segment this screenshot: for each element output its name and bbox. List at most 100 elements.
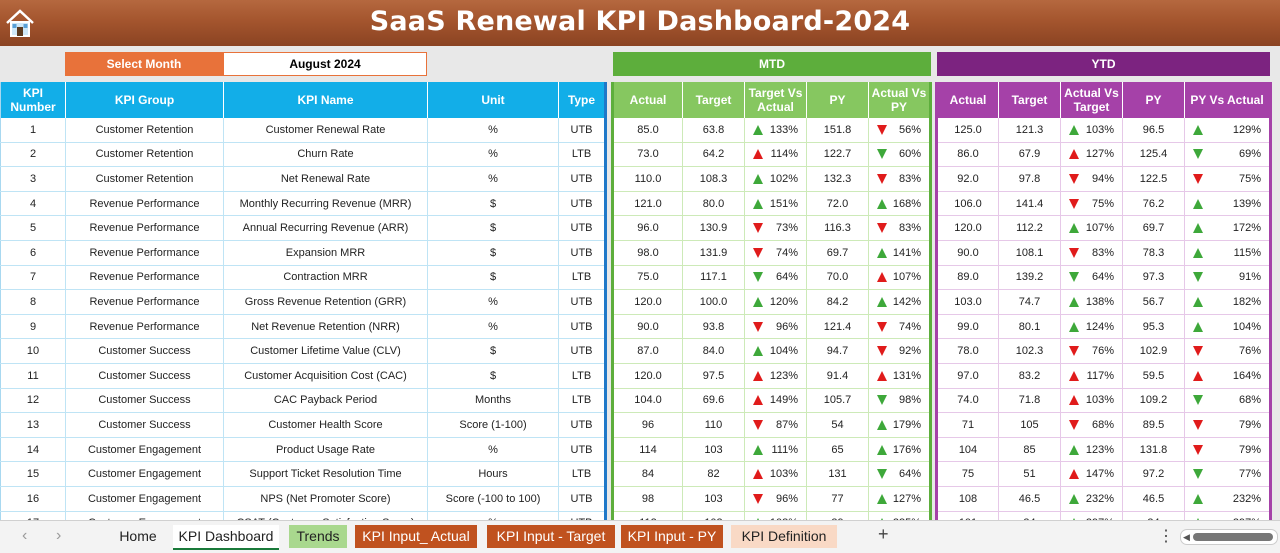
mtd-actual-cell: 73.0 (612, 142, 683, 168)
title-banner: SaaS Renewal KPI Dashboard-2024 (0, 0, 1280, 46)
mtd-actual-cell: 114 (612, 437, 683, 463)
kpi-group-cell: Customer Success (65, 412, 224, 438)
mtd-row: 120.0 97.5 123% 91.4 131% (612, 363, 931, 389)
arrow-up-icon (1193, 321, 1203, 332)
sheet-tab[interactable]: KPI Definition (731, 525, 837, 548)
kpi-group-cell: Customer Success (65, 363, 224, 389)
mtd-target-cell: 110 (682, 412, 745, 438)
mtd-target-cell: 100.0 (682, 289, 745, 315)
ytd-py-cell: 76.2 (1122, 191, 1185, 217)
table-row: 9 Revenue Performance Net Revenue Retentio… (0, 314, 606, 340)
indicator-wrapper: 114% (745, 143, 806, 166)
mtd-actual-vs-py-indicator-cell: 176% (868, 437, 931, 463)
chevron-right-icon[interactable]: › (56, 527, 62, 544)
ytd-py-cell: 46.5 (1122, 486, 1185, 512)
arrow-up-icon (1193, 247, 1203, 258)
indicator-wrapper: 96% (745, 315, 806, 338)
ytd-actual-cell: 108 (936, 486, 999, 512)
ytd-target-cell: 85 (998, 437, 1061, 463)
unit-cell: Months (427, 388, 559, 414)
indicator-wrapper: 56% (869, 118, 929, 141)
home-icon[interactable] (4, 8, 36, 38)
percent-value: 68% (1238, 394, 1261, 407)
indicator-wrapper: 139% (1185, 192, 1269, 215)
arrow-up-icon (1069, 469, 1079, 480)
mtd-target-vs-actual-indicator-cell: 120% (744, 289, 807, 315)
type-cell: LTB (558, 388, 606, 414)
kpi-name-cell: Net Renewal Rate (223, 166, 428, 192)
arrow-down-icon (877, 149, 887, 160)
indicator-wrapper: 179% (869, 413, 929, 436)
sheet-tab[interactable]: KPI Input - PY (621, 525, 723, 548)
ytd-row: 103.0 74.7 138% 56.7 182% (936, 289, 1271, 315)
kpi-group-cell: Revenue Performance (65, 215, 224, 241)
arrow-down-icon (877, 173, 887, 184)
unit-cell: $ (427, 338, 559, 364)
percent-value: 179% (892, 418, 921, 431)
mtd-py-cell: 91.4 (806, 363, 869, 389)
indicator-wrapper: 104% (745, 339, 806, 362)
mtd-py-cell: 72.0 (806, 191, 869, 217)
ytd-row: 120.0 112.2 107% 69.7 172% (936, 215, 1271, 241)
mtd-target-cell: 103 (682, 486, 745, 512)
percent-value: 103% (769, 468, 798, 481)
horizontal-scrollbar[interactable]: ◀ (1180, 529, 1278, 545)
arrow-up-icon (1193, 223, 1203, 234)
add-sheet-icon[interactable]: + (878, 524, 889, 544)
scroll-left-icon[interactable]: ◀ (1183, 532, 1190, 542)
ytd-actual-cell: 74.0 (936, 388, 999, 414)
unit-cell: $ (427, 240, 559, 266)
arrow-up-icon (1193, 493, 1203, 504)
mtd-py-cell: 116.3 (806, 215, 869, 241)
kpi-column-header: KPI Name (223, 82, 428, 118)
kpi-number-cell: 4 (0, 191, 66, 217)
sheet-tab[interactable]: KPI Dashboard (173, 525, 279, 550)
more-options-icon[interactable]: ⋮ (1158, 528, 1174, 545)
mtd-py-cell: 121.4 (806, 314, 869, 340)
unit-cell: % (427, 118, 559, 143)
sheet-tab[interactable]: Trends (289, 525, 347, 548)
mtd-actual-cell: 104.0 (612, 388, 683, 414)
percent-value: 74% (898, 320, 921, 333)
percent-value: 123% (769, 369, 798, 382)
indicator-wrapper: 83% (869, 167, 929, 190)
ytd-py-vs-actual-indicator-cell: 129% (1184, 118, 1271, 143)
unit-cell: Score (1-100) (427, 412, 559, 438)
ytd-column-header: Actual (936, 82, 999, 118)
ytd-row: 71 105 68% 89.5 79% (936, 412, 1271, 438)
ytd-target-cell: 71.8 (998, 388, 1061, 414)
ytd-py-vs-actual-indicator-cell: 104% (1184, 314, 1271, 340)
mtd-target-vs-actual-indicator-cell: 102% (744, 166, 807, 192)
indicator-wrapper: 123% (745, 364, 806, 387)
percent-value: 60% (898, 148, 921, 161)
sheet-tab[interactable]: KPI Input - Target (487, 525, 615, 548)
indicator-wrapper: 68% (1185, 389, 1269, 412)
ytd-py-cell: 131.8 (1122, 437, 1185, 463)
mtd-actual-cell: 98.0 (612, 240, 683, 266)
scrollbar-thumb[interactable] (1193, 533, 1273, 541)
sheet-tab[interactable]: KPI Input_ Actual (355, 525, 477, 548)
indicator-wrapper: 76% (1185, 339, 1269, 362)
indicator-wrapper: 103% (1061, 118, 1122, 141)
ytd-actual-cell: 75 (936, 461, 999, 487)
ytd-target-cell: 102.3 (998, 338, 1061, 364)
percent-value: 69% (1238, 148, 1261, 161)
arrow-up-icon (1193, 370, 1203, 381)
mtd-py-cell: 54 (806, 412, 869, 438)
kpi-number-cell: 13 (0, 412, 66, 438)
ytd-row: 74.0 71.8 103% 109.2 68% (936, 388, 1271, 414)
kpi-number-cell: 11 (0, 363, 66, 389)
ytd-py-vs-actual-indicator-cell: 79% (1184, 437, 1271, 463)
indicator-wrapper: 83% (869, 216, 929, 239)
select-month-dropdown[interactable]: August 2024 (223, 52, 427, 76)
ytd-py-vs-actual-indicator-cell: 139% (1184, 191, 1271, 217)
sheet-tab[interactable]: Home (119, 528, 157, 544)
kpi-group-cell: Customer Success (65, 388, 224, 414)
kpi-group-cell: Revenue Performance (65, 289, 224, 315)
table-row: 1 Customer Retention Customer Renewal Rate… (0, 118, 606, 143)
kpi-group-cell: Revenue Performance (65, 240, 224, 266)
arrow-up-icon (753, 469, 763, 480)
ytd-py-cell: 96.5 (1122, 118, 1185, 143)
chevron-left-icon[interactable]: ‹ (22, 527, 28, 544)
kpi-group-cell: Revenue Performance (65, 265, 224, 291)
